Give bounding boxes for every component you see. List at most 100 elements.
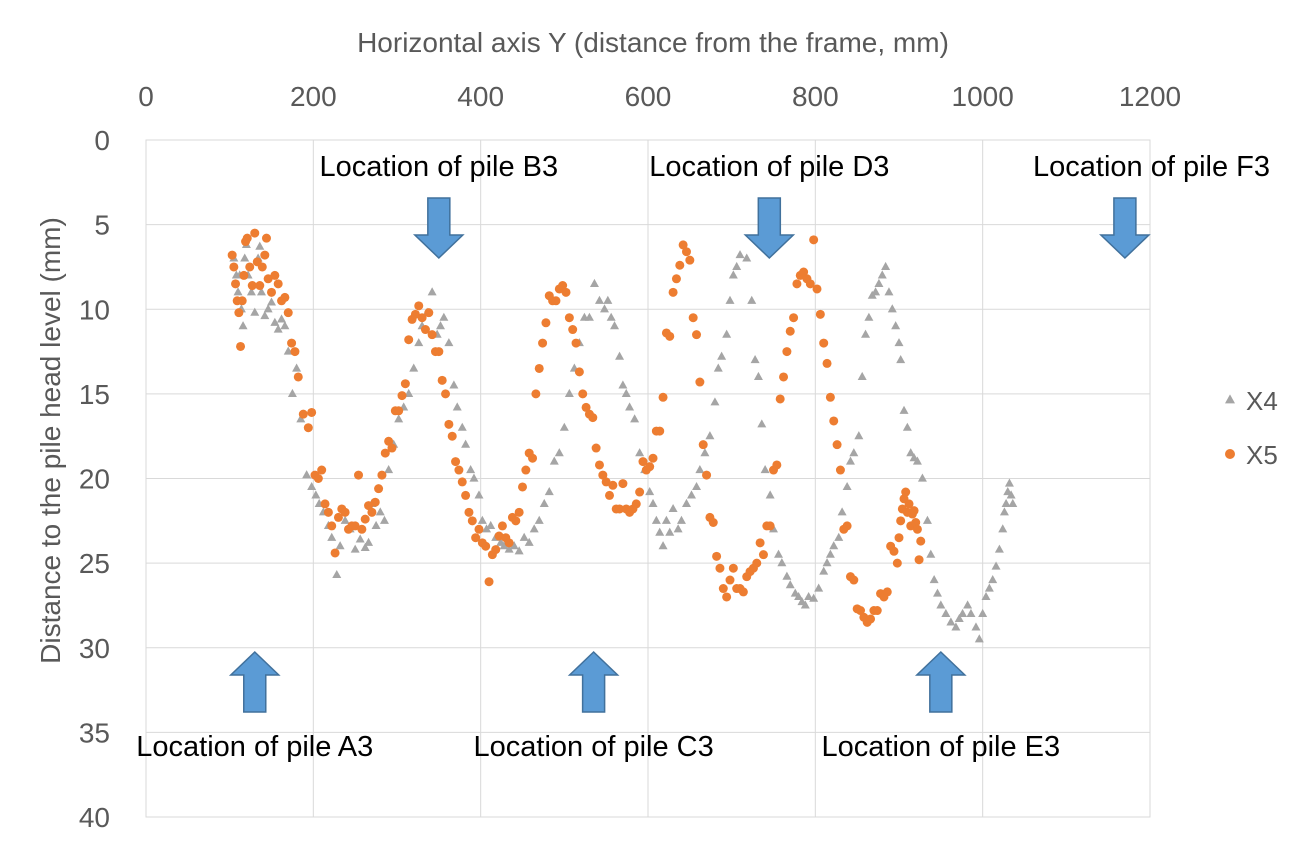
- data-point-x5: [829, 416, 839, 426]
- data-point-x5: [227, 250, 237, 260]
- data-point-x4: [958, 608, 968, 617]
- annotation-label: Location of pile B3: [320, 151, 559, 183]
- data-point-x5: [792, 279, 802, 289]
- data-point-x4: [1004, 478, 1014, 487]
- data-point-x5: [725, 575, 735, 585]
- data-point-x4: [864, 312, 874, 321]
- data-point-x5: [825, 392, 835, 402]
- data-point-x4: [283, 346, 293, 355]
- data-point-x4: [469, 473, 479, 482]
- data-point-x4: [842, 481, 852, 491]
- data-point-x4: [246, 287, 256, 296]
- data-point-x5: [427, 330, 437, 340]
- data-series: [227, 228, 1018, 643]
- data-point-x5: [618, 479, 628, 489]
- pile-location-annotations: Location of pile A3 Location of pile B3 Lo…: [136, 151, 1270, 763]
- data-point-x5: [842, 521, 852, 531]
- data-point-x5: [685, 255, 695, 265]
- data-point-x5: [323, 507, 333, 517]
- data-point-x5: [320, 499, 330, 509]
- data-point-x4: [804, 591, 814, 601]
- data-point-x4: [834, 532, 844, 541]
- data-point-x4: [340, 515, 350, 524]
- x-tick-label: 400: [457, 81, 504, 112]
- data-point-x4: [364, 537, 374, 546]
- data-point-x4: [414, 338, 424, 347]
- data-point-x5: [758, 550, 768, 560]
- data-point-x4: [912, 456, 922, 465]
- data-point-x5: [236, 341, 246, 351]
- data-point-x4: [849, 448, 859, 457]
- data-point-x4: [486, 520, 496, 529]
- data-point-x4: [524, 537, 534, 546]
- data-point-x5: [765, 521, 775, 531]
- data-point-x4: [673, 524, 683, 533]
- data-point-x4: [474, 490, 484, 499]
- data-point-x5: [303, 423, 313, 433]
- data-point-x4: [700, 448, 710, 457]
- data-point-x4: [874, 278, 884, 287]
- data-point-x4: [881, 261, 891, 271]
- data-point-x4: [651, 515, 661, 524]
- data-point-x4: [845, 456, 855, 465]
- data-point-x5: [307, 407, 317, 417]
- data-point-x5: [231, 279, 241, 289]
- data-point-x5: [247, 281, 257, 291]
- data-point-x5: [648, 453, 658, 463]
- data-point-x4: [589, 278, 599, 287]
- data-point-x4: [635, 448, 645, 457]
- down-arrow-icon: [1099, 197, 1151, 260]
- data-point-x4: [681, 498, 691, 507]
- data-point-x4: [929, 575, 939, 584]
- data-point-x5: [541, 318, 551, 328]
- data-point-x5: [410, 309, 420, 319]
- up-arrow-icon: [914, 650, 967, 713]
- data-point-x5: [755, 538, 765, 548]
- data-point-x4: [311, 490, 321, 499]
- data-point-x5: [280, 292, 290, 302]
- data-point-x5: [591, 443, 601, 453]
- data-point-x4: [988, 575, 998, 584]
- data-point-x4: [287, 388, 297, 397]
- data-point-x5: [298, 409, 308, 419]
- data-point-x4: [444, 338, 454, 347]
- data-point-x5: [752, 558, 762, 568]
- legend-item-x5: X5: [1225, 440, 1278, 470]
- data-point-x5: [350, 521, 360, 531]
- data-point-x4: [809, 593, 819, 602]
- data-point-x5: [267, 287, 276, 297]
- data-point-x5: [481, 541, 491, 551]
- data-point-x5: [364, 501, 374, 511]
- data-point-x4: [936, 600, 946, 609]
- data-point-x5: [702, 470, 712, 480]
- data-point-x5: [287, 338, 297, 348]
- data-point-x4: [371, 520, 381, 529]
- data-point-x4: [822, 558, 832, 567]
- data-point-x4: [887, 304, 897, 313]
- data-point-x5: [270, 270, 280, 280]
- data-point-x4: [427, 287, 437, 296]
- data-point-x5: [772, 460, 782, 470]
- y-tick-label: 5: [94, 210, 110, 241]
- data-point-x5: [775, 394, 785, 404]
- data-point-x5: [317, 465, 327, 475]
- data-point-x5: [360, 514, 370, 524]
- data-point-x4: [984, 583, 994, 592]
- data-point-x5: [882, 587, 892, 597]
- data-point-x4: [760, 465, 770, 474]
- data-point-x5: [484, 577, 494, 587]
- data-point-x5: [245, 262, 255, 272]
- data-point-x5: [601, 477, 611, 487]
- data-point-x5: [588, 413, 598, 423]
- data-point-x5: [708, 518, 718, 528]
- data-point-x5: [894, 533, 904, 543]
- data-point-x4: [999, 507, 1009, 516]
- data-point-x4: [350, 544, 360, 553]
- data-point-x5: [514, 507, 524, 517]
- data-point-x5: [678, 240, 688, 250]
- data-point-x5: [434, 347, 444, 357]
- data-point-x4: [360, 542, 370, 551]
- data-point-x5: [380, 448, 390, 458]
- data-point-x4: [692, 481, 702, 491]
